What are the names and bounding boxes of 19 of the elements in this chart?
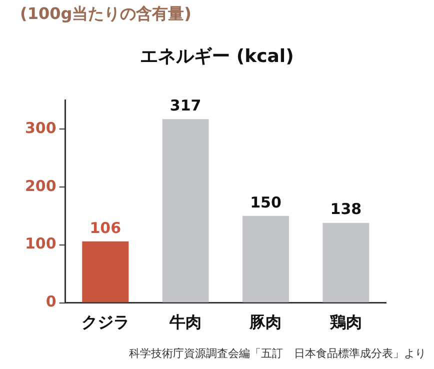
x-tick-label: 鶏肉 bbox=[328, 312, 362, 332]
data-label: 138 bbox=[330, 200, 362, 218]
text: 科学技術庁資源調査会編「五訂 日本食品標準成分表」より bbox=[129, 346, 426, 361]
data-label: 317 bbox=[170, 96, 202, 115]
y-tick-label: 300 bbox=[25, 118, 56, 137]
bar bbox=[242, 216, 289, 302]
x-tick-label: 豚肉 bbox=[248, 312, 282, 332]
bar bbox=[322, 222, 370, 302]
y-tick-label: 100 bbox=[25, 234, 56, 253]
x-tick-label: クジラ bbox=[81, 312, 130, 332]
chart-subtitle: (100g当たりの含有量) bbox=[20, 4, 192, 25]
data-label: 150 bbox=[250, 193, 282, 212]
bar bbox=[82, 241, 129, 302]
data-label: 106 bbox=[90, 218, 122, 237]
bar bbox=[162, 119, 209, 302]
x-tick-label: 牛肉 bbox=[168, 312, 202, 332]
y-tick-label: 0 bbox=[46, 292, 56, 311]
y-tick-label: 200 bbox=[25, 176, 56, 195]
chart-title: エネルギー (kcal) bbox=[139, 45, 295, 68]
